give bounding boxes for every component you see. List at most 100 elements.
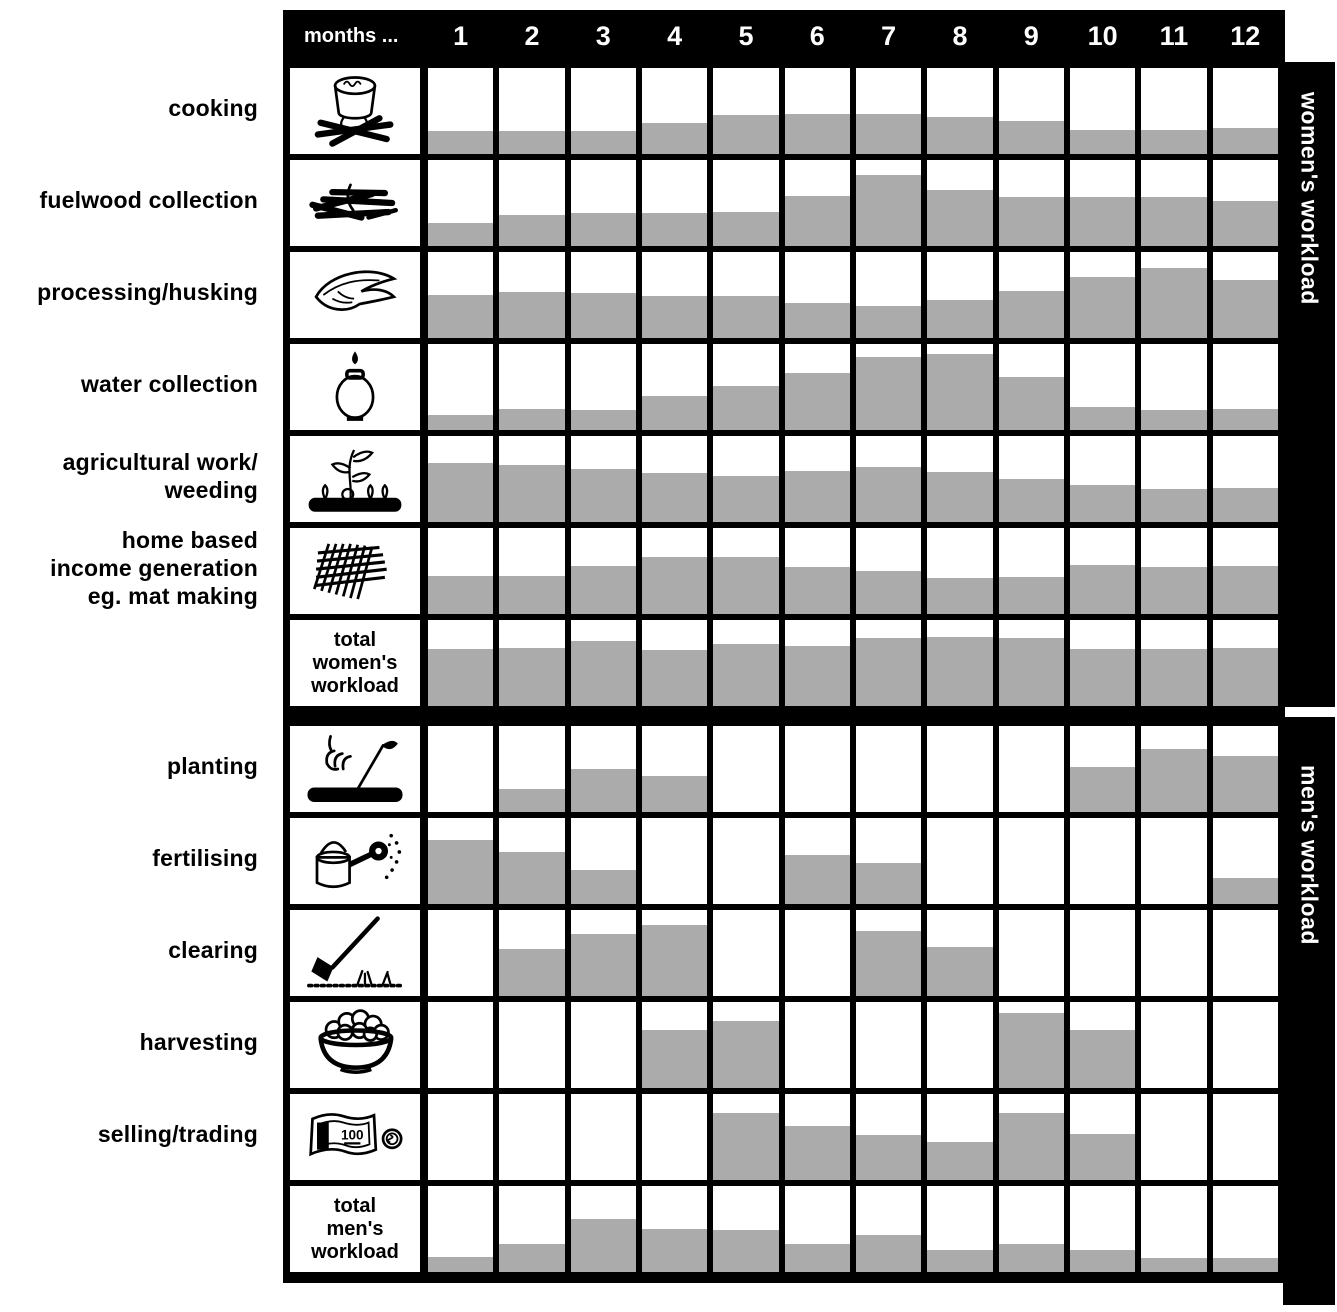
month-cell-home-based-m4 <box>641 528 708 614</box>
month-cell-fertilising-m1 <box>428 818 494 904</box>
month-cell-processing-husking-m4 <box>641 252 708 338</box>
workload-bar <box>784 113 850 154</box>
month-cell-fuelwood-collection-m5 <box>713 160 779 246</box>
month-cell-harvesting-m1 <box>428 1002 494 1088</box>
workload-bar <box>1212 409 1278 430</box>
workload-bar <box>1069 196 1136 246</box>
month-cell-selling-trading-m7 <box>855 1094 922 1180</box>
workload-bar <box>998 290 1064 338</box>
month-cell-water-collection-m1 <box>428 344 494 430</box>
month-cell-fuelwood-collection-m7 <box>855 160 922 246</box>
mens-workload-label: men's workload <box>1296 765 1323 945</box>
activity-label-fuelwood-collection: fuelwood collection <box>39 186 258 213</box>
month-cell-selling-trading-m5 <box>713 1094 779 1180</box>
workload-bar <box>855 862 922 904</box>
workload-bar <box>927 637 993 706</box>
workload-bar <box>1069 129 1136 154</box>
workload-bar <box>713 644 779 706</box>
month-cell-total-m5 <box>713 1186 779 1272</box>
month-cell-water-collection-m6 <box>784 344 850 430</box>
month-cell-selling-trading-m11 <box>1141 1094 1207 1180</box>
workload-bar <box>855 306 922 338</box>
workload-bar <box>784 854 850 904</box>
activity-label-agricultural-work: agricultural work/ weeding <box>62 448 258 503</box>
banknote-coin-icon: 100 <box>290 1094 420 1180</box>
month-cell-planting-m6 <box>784 726 850 812</box>
month-cell-fertilising-m10 <box>1069 818 1136 904</box>
month-cell-total-m10 <box>1069 620 1136 706</box>
workload-bar <box>855 175 922 246</box>
month-cell-home-based-m9 <box>998 528 1064 614</box>
month-cell-cooking-m10 <box>1069 68 1136 154</box>
month-cell-harvesting-m12 <box>1212 1002 1278 1088</box>
workload-bar <box>570 934 636 996</box>
workload-bar <box>428 840 494 904</box>
section-strip-womens-workload: women's workload <box>1283 62 1335 707</box>
workload-bar <box>784 196 850 246</box>
row-water-collection <box>290 338 1278 430</box>
workload-bar <box>1212 878 1278 904</box>
month-cell-total-m12 <box>1212 620 1278 706</box>
workload-bar <box>998 196 1064 246</box>
row-clearing <box>290 904 1278 996</box>
workload-bar <box>641 295 708 338</box>
month-cell-clearing-m4 <box>641 910 708 996</box>
month-cell-fuelwood-collection-m11 <box>1141 160 1207 246</box>
row-planting <box>290 720 1278 812</box>
row-selling-trading: 100 <box>290 1088 1278 1180</box>
month-cell-clearing-m5 <box>713 910 779 996</box>
month-cell-total-m7 <box>855 620 922 706</box>
month-cell-water-collection-m12 <box>1212 344 1278 430</box>
workload-bar <box>570 1218 636 1272</box>
workload-bar <box>570 640 636 706</box>
month-cell-agricultural-work-m1 <box>428 436 494 522</box>
workload-bar <box>499 1243 565 1272</box>
workload-bar <box>713 212 779 246</box>
workload-bar <box>784 373 850 430</box>
workload-bar <box>499 130 565 154</box>
label-slot-empty <box>0 1180 258 1272</box>
month-cell-planting-m10 <box>1069 726 1136 812</box>
row-cooking <box>290 62 1278 154</box>
workload-bar <box>998 638 1064 706</box>
month-cell-fuelwood-collection-m12 <box>1212 160 1278 246</box>
workload-bar <box>927 190 993 246</box>
month-cell-total-m4 <box>641 620 708 706</box>
workload-bar <box>1212 487 1278 522</box>
workload-bar <box>428 222 494 246</box>
month-cell-agricultural-work-m4 <box>641 436 708 522</box>
month-cell-agricultural-work-m5 <box>713 436 779 522</box>
month-cell-harvesting-m6 <box>784 1002 850 1088</box>
month-cell-planting-m8 <box>927 726 993 812</box>
month-cell-total-m5 <box>713 620 779 706</box>
workload-bar <box>1141 410 1207 430</box>
hoe-clearing-icon <box>290 910 420 996</box>
month-cell-clearing-m8 <box>927 910 993 996</box>
month-cell-harvesting-m5 <box>713 1002 779 1088</box>
month-cell-harvesting-m2 <box>499 1002 565 1088</box>
workload-bar <box>1069 406 1136 430</box>
workload-bar <box>713 557 779 614</box>
month-cell-processing-husking-m7 <box>855 252 922 338</box>
month-cell-processing-husking-m1 <box>428 252 494 338</box>
month-cell-processing-husking-m8 <box>927 252 993 338</box>
harvest-basket-icon <box>290 1002 420 1088</box>
month-cell-harvesting-m10 <box>1069 1002 1136 1088</box>
workload-bar <box>1141 649 1207 706</box>
activity-label-processing-husking: processing/husking <box>37 278 258 305</box>
month-cell-clearing-m11 <box>1141 910 1207 996</box>
workload-bar <box>570 769 636 812</box>
workload-bar <box>428 462 494 522</box>
workload-bar <box>855 113 922 154</box>
workload-bar <box>1212 756 1278 812</box>
month-cell-fuelwood-collection-m10 <box>1069 160 1136 246</box>
month-cell-total-m11 <box>1141 620 1207 706</box>
workload-bar <box>1069 485 1136 522</box>
section-strip-mens-workload: men's workload <box>1283 717 1335 1305</box>
month-cell-planting-m1 <box>428 726 494 812</box>
total-label-cell: total men's workload <box>290 1186 420 1272</box>
workload-bar <box>499 215 565 246</box>
month-cell-cooking-m6 <box>784 68 850 154</box>
month-cell-clearing-m12 <box>1212 910 1278 996</box>
month-cell-processing-husking-m11 <box>1141 252 1207 338</box>
